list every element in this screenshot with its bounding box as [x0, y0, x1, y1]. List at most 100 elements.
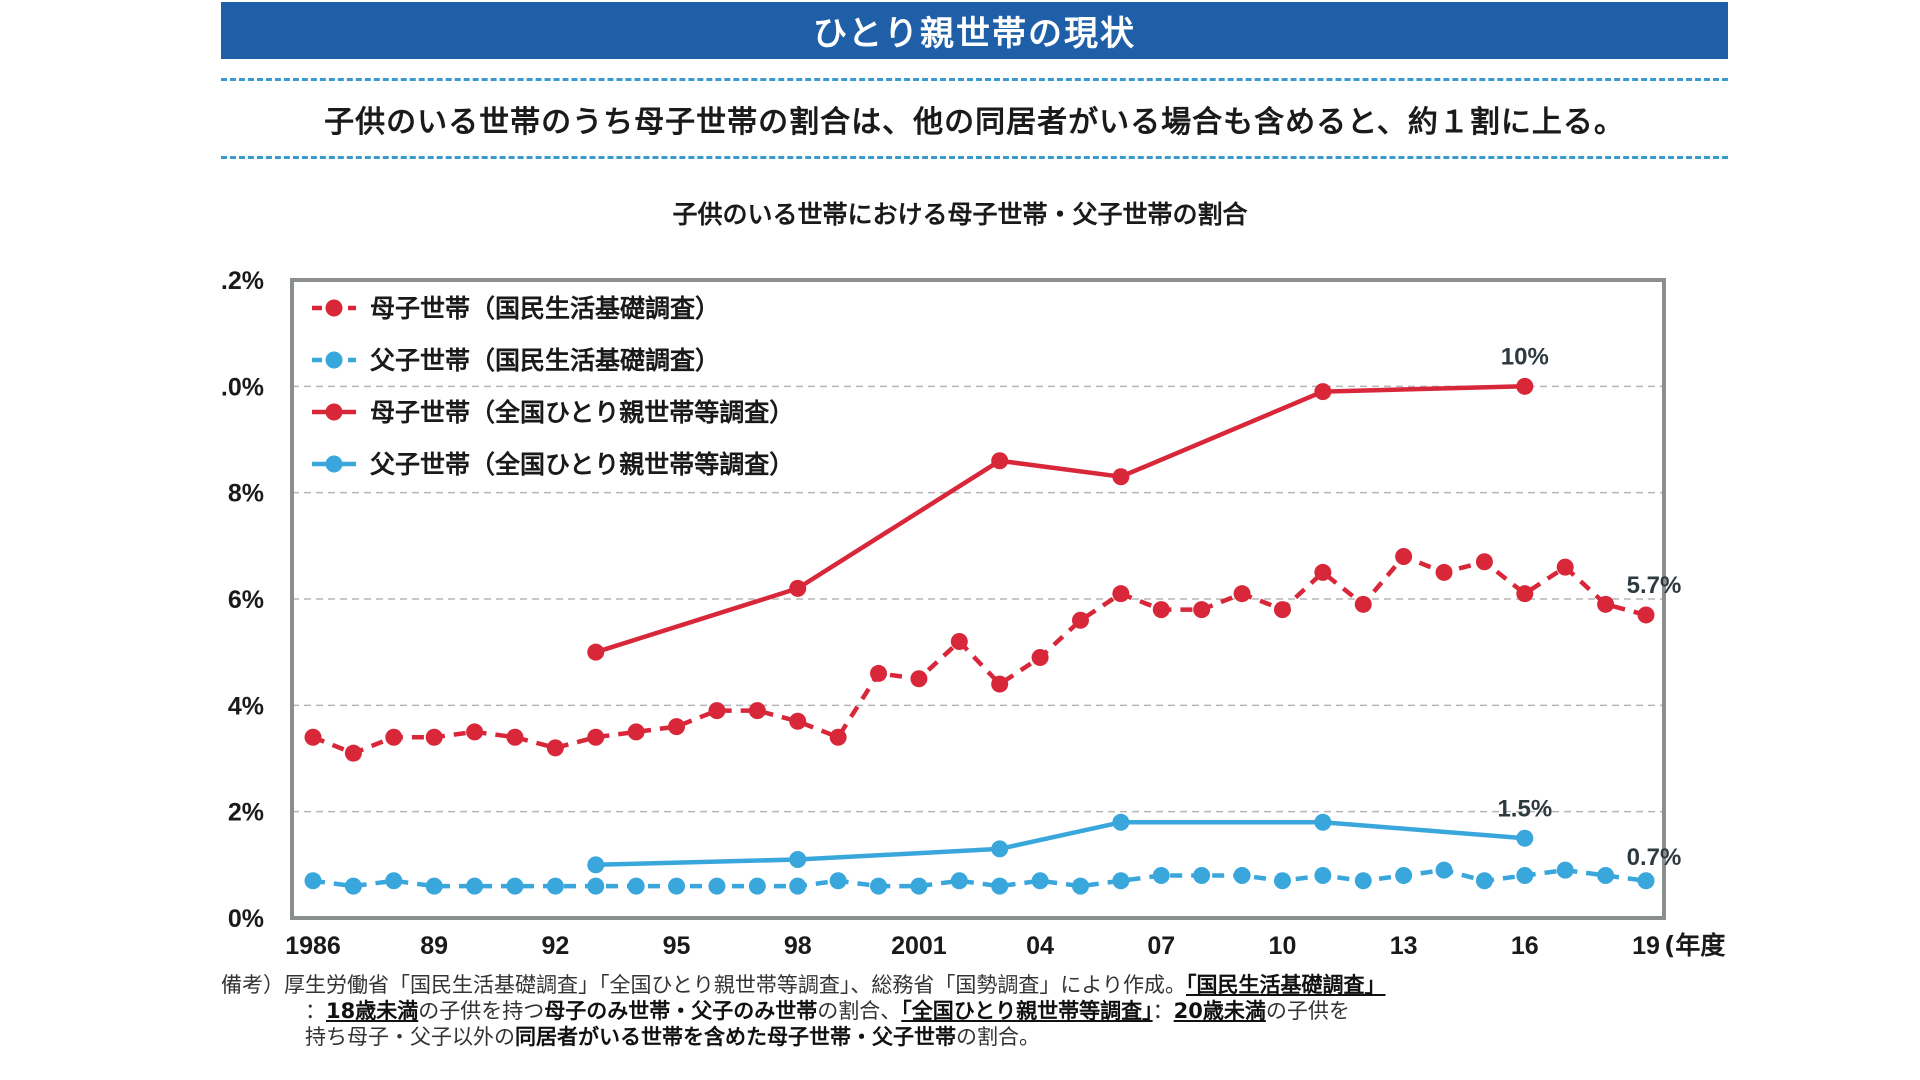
legend-label: 母子世帯（国民生活基礎調査） [370, 294, 720, 323]
data-point [950, 633, 968, 651]
data-point [829, 728, 847, 746]
data-point [1071, 877, 1089, 895]
data-point [1516, 866, 1534, 884]
legend-marker-icon [325, 351, 343, 369]
data-point [708, 702, 726, 720]
data-point [1556, 558, 1574, 576]
data-point [627, 723, 645, 741]
x-tick-label: 07 [1147, 932, 1175, 960]
data-point [1193, 601, 1211, 619]
data-point [385, 872, 403, 890]
footnote: 備考）厚生労働省「国民生活基礎調査」「全国ひとり親世帯等調査」、総務省「国勢調査… [221, 972, 1741, 1050]
legend-label: 父子世帯（国民生活基礎調査） [370, 346, 720, 375]
series [304, 377, 1655, 895]
data-point [1193, 866, 1211, 884]
data-point [870, 877, 888, 895]
data-point [870, 664, 888, 682]
data-point [829, 872, 847, 890]
x-tick-label: 1986 [285, 932, 341, 960]
data-point [1314, 563, 1332, 581]
data-point [1354, 872, 1372, 890]
data-point [466, 723, 484, 741]
end-value-label: 10% [1501, 343, 1549, 370]
legend-label: 母子世帯（全国ひとり親世帯等調査） [370, 398, 794, 427]
data-point [587, 856, 605, 874]
data-point [1516, 377, 1534, 395]
data-point [1516, 585, 1534, 603]
page-banner: ひとり親世帯の現状 [221, 2, 1728, 59]
data-point [668, 877, 686, 895]
legend-item: 父子世帯（全国ひとり親世帯等調査） [312, 450, 794, 479]
gridlines [292, 385, 1664, 813]
data-point [991, 452, 1009, 470]
data-point [587, 877, 605, 895]
note-emphasis: 母子のみ世帯・父子のみ世帯 [544, 999, 818, 1023]
legend-item: 母子世帯（国民生活基礎調査） [312, 294, 720, 323]
data-point [1314, 813, 1332, 831]
x-tick-label: 04 [1026, 932, 1054, 960]
note-prefix: 備考） [221, 973, 284, 997]
data-point [466, 877, 484, 895]
data-point [425, 877, 443, 895]
data-point [991, 840, 1009, 858]
note-text: の子供を [1265, 999, 1350, 1023]
note-emphasis: 「国民生活基礎調査」 [1185, 973, 1386, 997]
note-emphasis: 18歳未満 [326, 999, 419, 1023]
data-point [748, 877, 766, 895]
note-emphasis: 同居者がいる世帯を含めた母子世帯・父子世帯 [515, 1025, 956, 1049]
data-point [1071, 611, 1089, 629]
data-point [991, 675, 1009, 693]
axes: 0% 2% 4% 6% 8% .0% .2% 1986 89 92 95 98 2001 04 07 10 13… [221, 267, 1726, 960]
data-point [1273, 601, 1291, 619]
data-point [1516, 829, 1534, 847]
data-point [587, 643, 605, 661]
x-tick-label: 98 [784, 932, 812, 960]
data-point [950, 872, 968, 890]
data-point [1314, 866, 1332, 884]
data-point [1112, 468, 1130, 486]
headline-text: 子供のいる世帯のうち母子世帯の割合は、他の同居者がいる場合も含めると、約１割に上… [324, 104, 1625, 140]
data-point [1112, 872, 1130, 890]
data-point [385, 728, 403, 746]
data-point [748, 702, 766, 720]
end-value-label: 1.5% [1497, 795, 1552, 822]
data-point [344, 744, 362, 762]
note-text: の割合。 [956, 1025, 1040, 1049]
x-tick-label: 16 [1511, 932, 1539, 960]
note-emphasis: 20歳未満 [1173, 999, 1266, 1023]
data-point [425, 728, 443, 746]
data-point [1152, 601, 1170, 619]
data-point [1031, 648, 1049, 666]
data-point [910, 877, 928, 895]
data-point [1556, 861, 1574, 879]
series-line-0 [312, 554, 1647, 756]
data-point [789, 712, 807, 730]
headline-box: 子供のいる世帯のうち母子世帯の割合は、他の同居者がいる場合も含めると、約１割に上… [221, 78, 1728, 159]
data-point [1031, 872, 1049, 890]
note-text: ： [305, 999, 326, 1023]
y-tick-label: 0% [228, 905, 264, 933]
legend-label: 父子世帯（全国ひとり親世帯等調査） [370, 450, 794, 479]
plot-frame [290, 278, 1666, 920]
data-point [546, 739, 564, 757]
note-text: ： [1152, 999, 1174, 1023]
x-tick-label: 19 [1632, 932, 1660, 960]
y-tick-label: 6% [228, 586, 264, 614]
data-point [304, 728, 322, 746]
data-point [1395, 866, 1413, 884]
data-point [1435, 563, 1453, 581]
x-tick-label: 2001 [891, 932, 947, 960]
data-point [789, 579, 807, 597]
x-tick-label: 95 [663, 932, 691, 960]
data-point [546, 877, 564, 895]
data-point [1435, 861, 1453, 879]
data-point [1273, 872, 1291, 890]
note-text: の割合、 [817, 999, 902, 1023]
series-line-3 [595, 820, 1525, 868]
data-point [1637, 872, 1655, 890]
data-labels: 5.7% 0.7% 10% 1.5% [1497, 343, 1681, 870]
data-point [1112, 813, 1130, 831]
data-point [1475, 553, 1493, 571]
data-point [304, 872, 322, 890]
